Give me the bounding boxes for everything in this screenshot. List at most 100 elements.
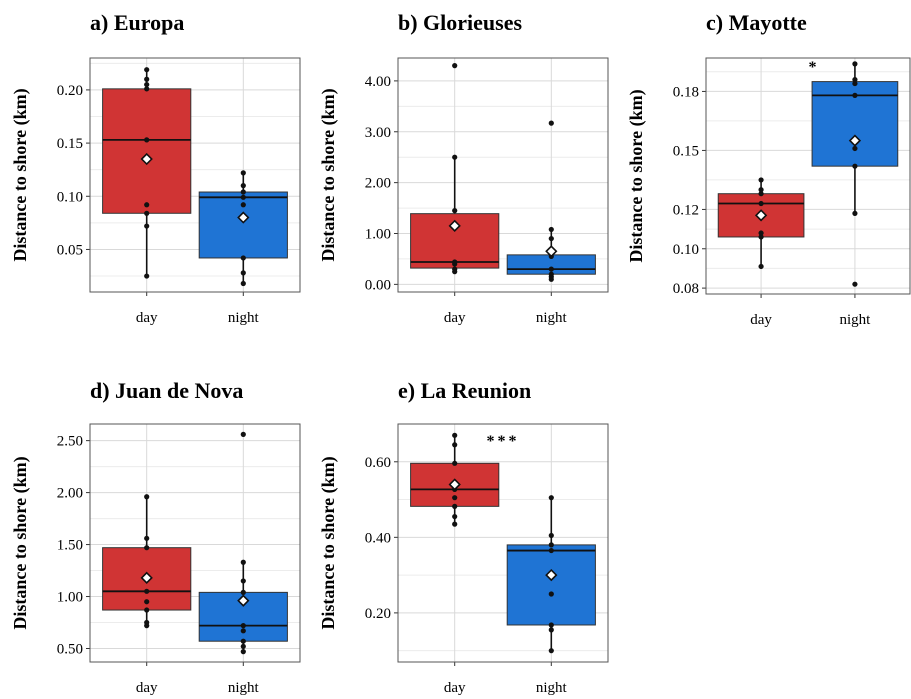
data-point	[548, 591, 554, 597]
x-tick-label-day: day	[136, 680, 158, 696]
data-point	[758, 177, 764, 183]
data-point	[548, 235, 554, 242]
data-point	[758, 191, 764, 197]
panel-title: b) Glorieuses	[398, 10, 522, 35]
data-point	[144, 535, 150, 541]
data-point	[144, 599, 150, 605]
panel-title: d) Juan de Nova	[90, 378, 243, 403]
data-point	[452, 460, 458, 466]
data-point	[144, 588, 150, 594]
panel-5: e) La Reunion Distance to shore (km) 0.20 0…	[318, 378, 609, 696]
y-tick-label: 0.15	[57, 136, 83, 152]
data-point	[240, 589, 246, 595]
significance-marker: ***	[487, 433, 520, 450]
mean-marker	[545, 568, 558, 582]
data-point	[548, 542, 554, 548]
mean-marker	[140, 152, 153, 166]
y-tick-label: 0.60	[365, 455, 391, 471]
panel-title: e) La Reunion	[398, 378, 531, 403]
data-point	[144, 67, 150, 73]
data-point	[452, 432, 458, 438]
y-tick-label: 0.10	[673, 242, 699, 258]
panel-frame	[705, 57, 911, 295]
data-point	[144, 202, 150, 208]
mean-marker	[545, 245, 558, 258]
y-axis-label: Distance to shore (km)	[626, 89, 647, 262]
y-axis-label: Distance to shore (km)	[10, 456, 31, 629]
data-point	[144, 76, 150, 82]
panel-title: c) Mayotte	[706, 10, 807, 35]
y-tick-label: 0.20	[365, 606, 391, 622]
data-point	[144, 81, 150, 88]
y-tick-label: 2.00	[365, 176, 391, 192]
data-point	[452, 495, 458, 501]
y-tick-label: 0.18	[673, 84, 699, 100]
data-point	[452, 63, 458, 69]
y-axis-label: Distance to shore (km)	[318, 456, 339, 629]
y-tick-label: 0.08	[673, 281, 699, 297]
data-point	[240, 170, 246, 176]
data-point	[758, 200, 764, 207]
x-tick-label-day: day	[750, 312, 772, 328]
data-point	[852, 145, 858, 152]
y-tick-label: 1.00	[365, 227, 391, 243]
y-tick-label: 0.50	[57, 641, 83, 657]
y-tick-label: 0.10	[57, 189, 83, 205]
mean-marker	[237, 211, 250, 224]
panel-2: b) Glorieuses Distance to shore (km) 0.00 1…	[318, 10, 609, 326]
x-tick-label-night: night	[228, 680, 260, 696]
data-point	[240, 628, 246, 634]
panel-1: a) Europa Distance to shore (km) 0.05 0.10 0…	[10, 10, 301, 326]
mean-marker	[140, 571, 153, 584]
y-tick-label: 0.20	[57, 83, 83, 99]
data-point	[240, 183, 246, 189]
data-point	[852, 281, 858, 287]
panel-frame	[397, 57, 609, 293]
data-point	[548, 120, 554, 126]
mean-marker	[848, 134, 862, 147]
data-point	[548, 648, 554, 654]
y-axis-label: Distance to shore (km)	[318, 88, 339, 261]
data-point	[452, 442, 458, 448]
data-point	[548, 532, 554, 539]
panel-frame	[89, 423, 301, 663]
panel-4: d) Juan de Nova Distance to shore (km) 0.5…	[10, 378, 301, 696]
data-point	[144, 607, 150, 613]
data-point	[452, 266, 458, 272]
data-point	[452, 513, 458, 520]
data-point	[548, 495, 554, 501]
y-tick-label: 0.12	[673, 202, 699, 218]
data-point	[548, 271, 554, 277]
x-tick-label-night: night	[536, 680, 568, 696]
data-point	[852, 61, 858, 67]
data-point	[240, 280, 246, 287]
y-tick-label: 2.00	[57, 486, 83, 502]
x-tick-label-night: night	[839, 312, 871, 328]
data-point	[240, 578, 246, 584]
data-point	[452, 259, 458, 265]
y-tick-label: 0.05	[57, 242, 83, 258]
data-point	[240, 202, 246, 208]
mean-marker	[237, 594, 250, 607]
y-tick-label: 4.00	[365, 74, 391, 90]
mean-marker	[448, 219, 461, 233]
mean-marker	[448, 478, 461, 491]
data-point	[240, 559, 246, 565]
data-point	[548, 627, 554, 633]
data-point	[852, 163, 858, 169]
data-point	[758, 234, 764, 240]
x-tick-label-day: day	[444, 310, 466, 326]
panel-3: c) Mayotte Distance to shore (km) 0.08 0.10…	[626, 10, 911, 328]
data-point	[144, 619, 150, 626]
data-point	[240, 643, 246, 650]
panel-title: a) Europa	[90, 10, 184, 35]
x-tick-label-night: night	[228, 310, 260, 326]
panel-frame	[89, 57, 301, 293]
data-point	[144, 137, 150, 143]
data-point	[240, 194, 246, 200]
data-point	[144, 86, 150, 92]
data-point	[852, 77, 858, 83]
data-point	[852, 80, 858, 87]
data-point	[758, 263, 764, 270]
